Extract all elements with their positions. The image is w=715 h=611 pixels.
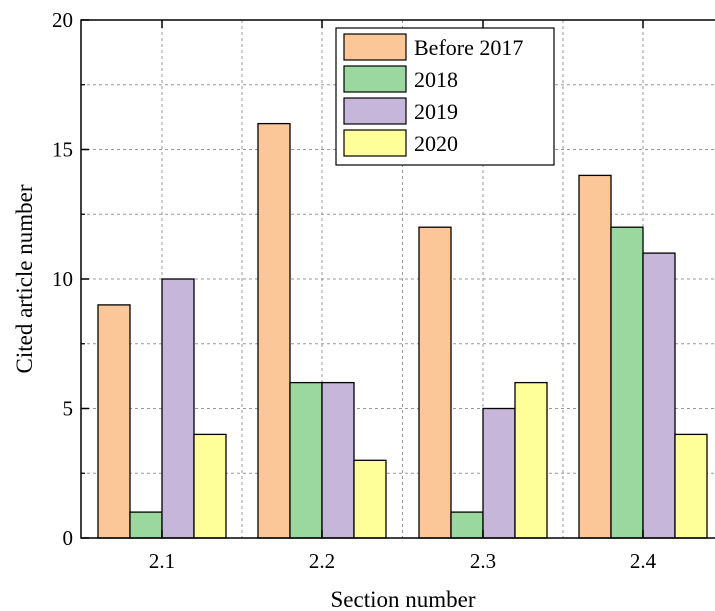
y-tick-label: 20 [52, 8, 73, 32]
bar [674, 433, 708, 539]
legend: Before 2017 2018 2019 2020 [335, 27, 555, 166]
y-tick-label: 0 [63, 526, 74, 550]
y-axis-title: Cited article number [12, 184, 37, 373]
bar [610, 226, 644, 539]
bar [450, 511, 484, 539]
x-tick-label: 2.4 [630, 549, 657, 573]
bar [289, 381, 323, 539]
bar [514, 381, 548, 539]
bar [578, 174, 612, 539]
x-tick-label: 2.3 [470, 549, 496, 573]
y-tick-label: 5 [63, 397, 74, 421]
bar [642, 252, 676, 539]
x-tick-label: 2.1 [149, 549, 175, 573]
legend-swatch [343, 33, 407, 61]
bar [129, 511, 163, 539]
bar [193, 433, 227, 539]
bar [97, 304, 131, 539]
bar [257, 122, 291, 539]
legend-label: 2019 [414, 99, 458, 124]
y-tick-labels: 0 5 10 15 20 [52, 8, 73, 550]
bar [353, 459, 387, 539]
x-tick-label: 2.2 [309, 549, 335, 573]
legend-swatch [343, 97, 407, 125]
bar [418, 226, 452, 539]
bar [482, 407, 516, 539]
legend-label: 2018 [414, 67, 458, 92]
x-tick-labels: 2.1 2.2 2.3 2.4 [149, 549, 657, 573]
y-tick-label: 10 [52, 267, 73, 291]
bar [161, 278, 195, 539]
legend-swatch [343, 65, 407, 93]
y-tick-label: 15 [52, 138, 73, 162]
bars [97, 122, 708, 539]
axis-ticks [81, 19, 644, 539]
legend-swatch [343, 129, 407, 157]
bar [321, 381, 355, 539]
x-axis-title: Section number [331, 587, 476, 611]
legend-label: 2020 [414, 131, 458, 156]
legend-label: Before 2017 [414, 35, 523, 60]
